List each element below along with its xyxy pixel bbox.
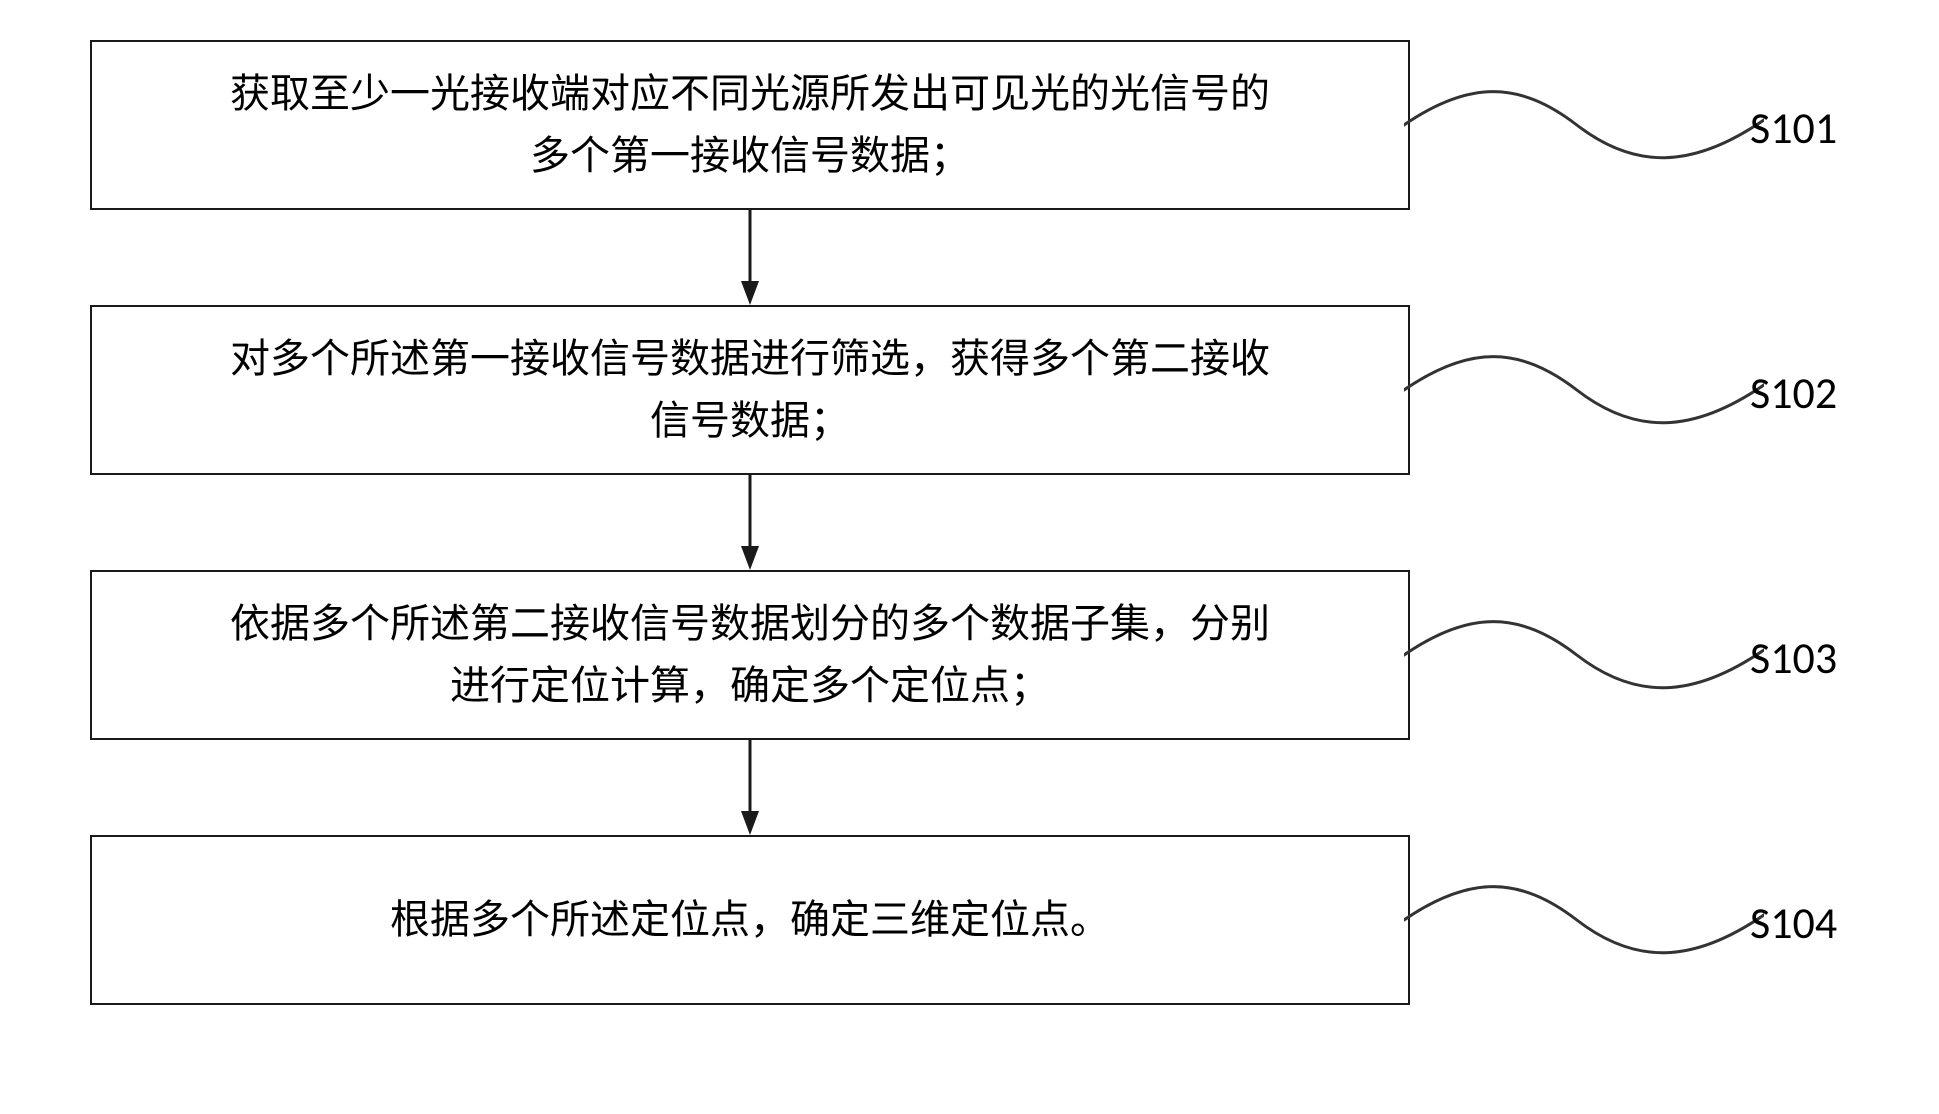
connector-wave-icon xyxy=(1404,875,1764,965)
connector-wave-icon xyxy=(1404,345,1764,435)
step-text: 获取至少一光接收端对应不同光源所发出可见光的光信号的 多个第一接收信号数据； xyxy=(230,63,1270,187)
step-label-s103: S103 xyxy=(1750,631,1837,685)
step-box-s101: 获取至少一光接收端对应不同光源所发出可见光的光信号的 多个第一接收信号数据； xyxy=(90,40,1410,210)
step-box-s103: 依据多个所述第二接收信号数据划分的多个数据子集，分别 进行定位计算，确定多个定位… xyxy=(90,570,1410,740)
arrow-down-icon xyxy=(90,210,1410,305)
step-box-s104: 根据多个所述定位点，确定三维定位点。 xyxy=(90,835,1410,1005)
step-text: 对多个所述第一接收信号数据进行筛选，获得多个第二接收 信号数据； xyxy=(230,328,1270,452)
step-row-s103: 依据多个所述第二接收信号数据划分的多个数据子集，分别 进行定位计算，确定多个定位… xyxy=(0,570,1939,740)
step-label-s102: S102 xyxy=(1750,366,1837,420)
step-box-s102: 对多个所述第一接收信号数据进行筛选，获得多个第二接收 信号数据； xyxy=(90,305,1410,475)
step-label-s101: S101 xyxy=(1750,101,1837,155)
arrow-down-icon xyxy=(90,740,1410,835)
step-label-s104: S104 xyxy=(1750,896,1837,950)
step-row-s102: 对多个所述第一接收信号数据进行筛选，获得多个第二接收 信号数据； S102 xyxy=(0,305,1939,475)
step-row-s104: 根据多个所述定位点，确定三维定位点。 S104 xyxy=(0,835,1939,1005)
step-row-s101: 获取至少一光接收端对应不同光源所发出可见光的光信号的 多个第一接收信号数据； S1… xyxy=(0,40,1939,210)
connector-wave-icon xyxy=(1404,80,1764,170)
step-text: 根据多个所述定位点，确定三维定位点。 xyxy=(390,889,1110,951)
step-text: 依据多个所述第二接收信号数据划分的多个数据子集，分别 进行定位计算，确定多个定位… xyxy=(230,593,1270,717)
flowchart-container: 获取至少一光接收端对应不同光源所发出可见光的光信号的 多个第一接收信号数据； S1… xyxy=(0,40,1939,1005)
arrow-down-icon xyxy=(90,475,1410,570)
connector-wave-icon xyxy=(1404,610,1764,700)
